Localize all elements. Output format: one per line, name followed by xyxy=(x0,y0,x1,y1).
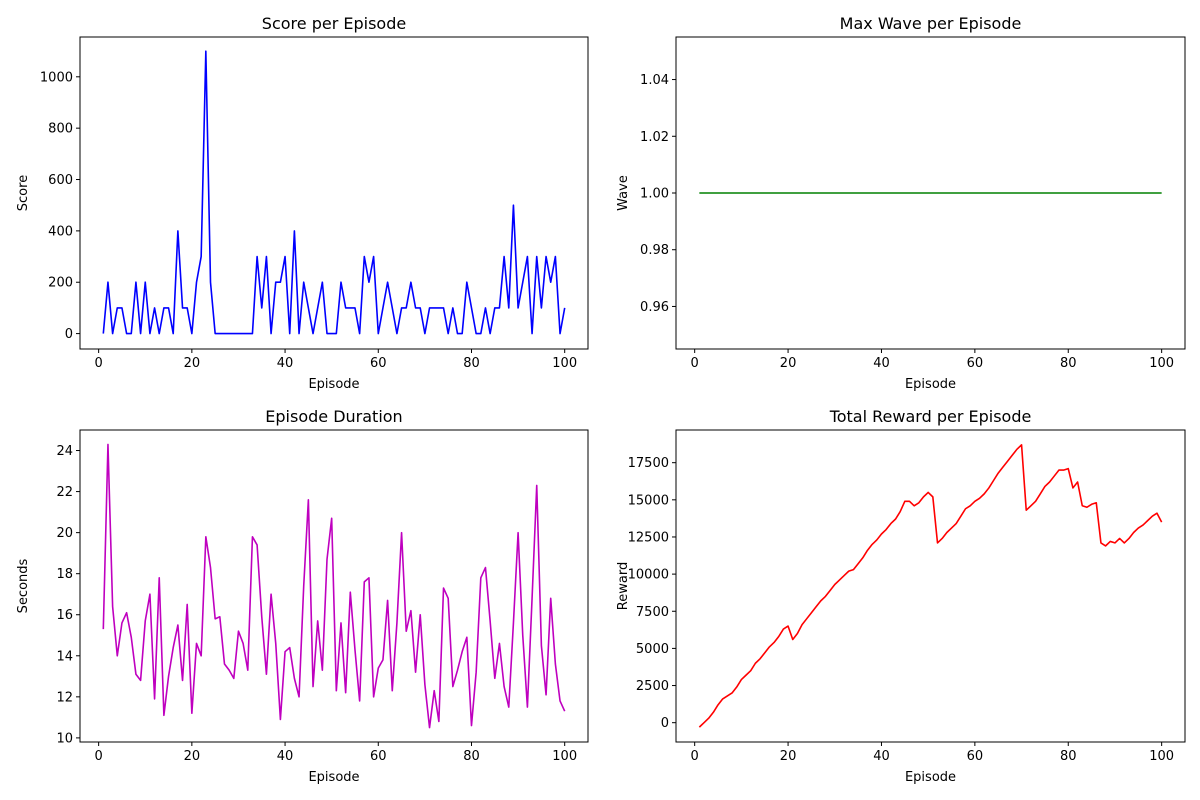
x-tick-label: 0 xyxy=(95,356,103,371)
y-tick-label: 10 xyxy=(56,731,73,746)
y-tick-label: 800 xyxy=(48,122,73,137)
y-tick-label: 7500 xyxy=(636,605,669,620)
x-tick-label: 20 xyxy=(780,356,797,371)
x-tick-label: 40 xyxy=(873,749,890,764)
y-axis-label: Wave xyxy=(616,175,631,211)
y-tick-label: 400 xyxy=(48,224,73,239)
y-tick-label: 0.98 xyxy=(640,243,669,258)
x-axis-label: Episode xyxy=(905,770,956,785)
x-tick-label: 0 xyxy=(691,356,699,371)
x-tick-label: 80 xyxy=(463,749,480,764)
chart-title: Max Wave per Episode xyxy=(840,14,1022,33)
chart-title: Episode Duration xyxy=(265,407,402,426)
y-tick-label: 0.96 xyxy=(640,300,669,315)
x-tick-label: 80 xyxy=(1060,749,1077,764)
series-line xyxy=(102,50,566,335)
x-tick-label: 60 xyxy=(967,356,984,371)
y-tick-label: 0 xyxy=(65,327,73,342)
x-tick-label: 60 xyxy=(370,356,387,371)
y-tick-label: 15000 xyxy=(628,493,669,508)
series-line xyxy=(698,444,1163,728)
y-tick-label: 12500 xyxy=(628,530,669,545)
y-tick-label: 14 xyxy=(56,649,73,664)
x-tick-label: 0 xyxy=(691,749,699,764)
y-tick-label: 16 xyxy=(56,608,73,623)
x-tick-label: 60 xyxy=(967,749,984,764)
y-axis-label: Score xyxy=(16,175,31,211)
axes-frame xyxy=(79,36,589,350)
y-tick-label: 0 xyxy=(661,716,669,731)
y-tick-label: 1.04 xyxy=(640,73,669,88)
x-tick-label: 100 xyxy=(1149,749,1174,764)
x-tick-label: 0 xyxy=(95,749,103,764)
subplot-3: Episode Duration 0 20 40 60 80 100 10 12 14 16 18 20… xyxy=(16,407,589,785)
x-axis-label: Episode xyxy=(308,377,359,392)
x-axis-label: Episode xyxy=(308,770,359,785)
x-tick-label: 100 xyxy=(552,356,577,371)
x-axis-label: Episode xyxy=(905,377,956,392)
axes-frame xyxy=(79,429,589,743)
y-tick-label: 20 xyxy=(56,526,73,541)
x-tick-label: 20 xyxy=(184,356,201,371)
x-tick-label: 40 xyxy=(277,356,294,371)
y-tick-label: 12 xyxy=(56,690,73,705)
y-tick-label: 22 xyxy=(56,485,73,500)
y-tick-label: 1000 xyxy=(40,70,73,85)
x-tick-label: 60 xyxy=(370,749,387,764)
x-tick-label: 100 xyxy=(552,749,577,764)
x-tick-label: 80 xyxy=(1060,356,1077,371)
y-tick-label: 600 xyxy=(48,173,73,188)
axes-frame xyxy=(675,429,1186,743)
series-line xyxy=(102,443,566,729)
x-tick-label: 40 xyxy=(277,749,294,764)
x-tick-label: 20 xyxy=(184,749,201,764)
y-tick-label: 1.00 xyxy=(640,187,669,202)
y-axis-label: Reward xyxy=(616,562,631,610)
y-tick-label: 17500 xyxy=(628,456,669,471)
y-tick-label: 24 xyxy=(56,444,73,459)
chart-title: Score per Episode xyxy=(262,14,406,33)
y-tick-label: 200 xyxy=(48,276,73,291)
y-tick-label: 1.02 xyxy=(640,130,669,145)
x-tick-label: 100 xyxy=(1149,356,1174,371)
chart-title: Total Reward per Episode xyxy=(829,407,1032,426)
y-tick-label: 5000 xyxy=(636,642,669,657)
y-tick-label: 18 xyxy=(56,567,73,582)
subplot-4: Total Reward per Episode 0 20 40 60 80 100 0 250… xyxy=(616,407,1186,785)
y-tick-label: 2500 xyxy=(636,679,669,694)
y-tick-label: 10000 xyxy=(628,568,669,583)
subplot-2: Max Wave per Episode 0 20 40 60 80 100 0.96 0.98… xyxy=(616,14,1186,392)
x-tick-label: 40 xyxy=(873,356,890,371)
y-axis-label: Seconds xyxy=(16,558,31,613)
x-tick-label: 80 xyxy=(463,356,480,371)
x-tick-label: 20 xyxy=(780,749,797,764)
